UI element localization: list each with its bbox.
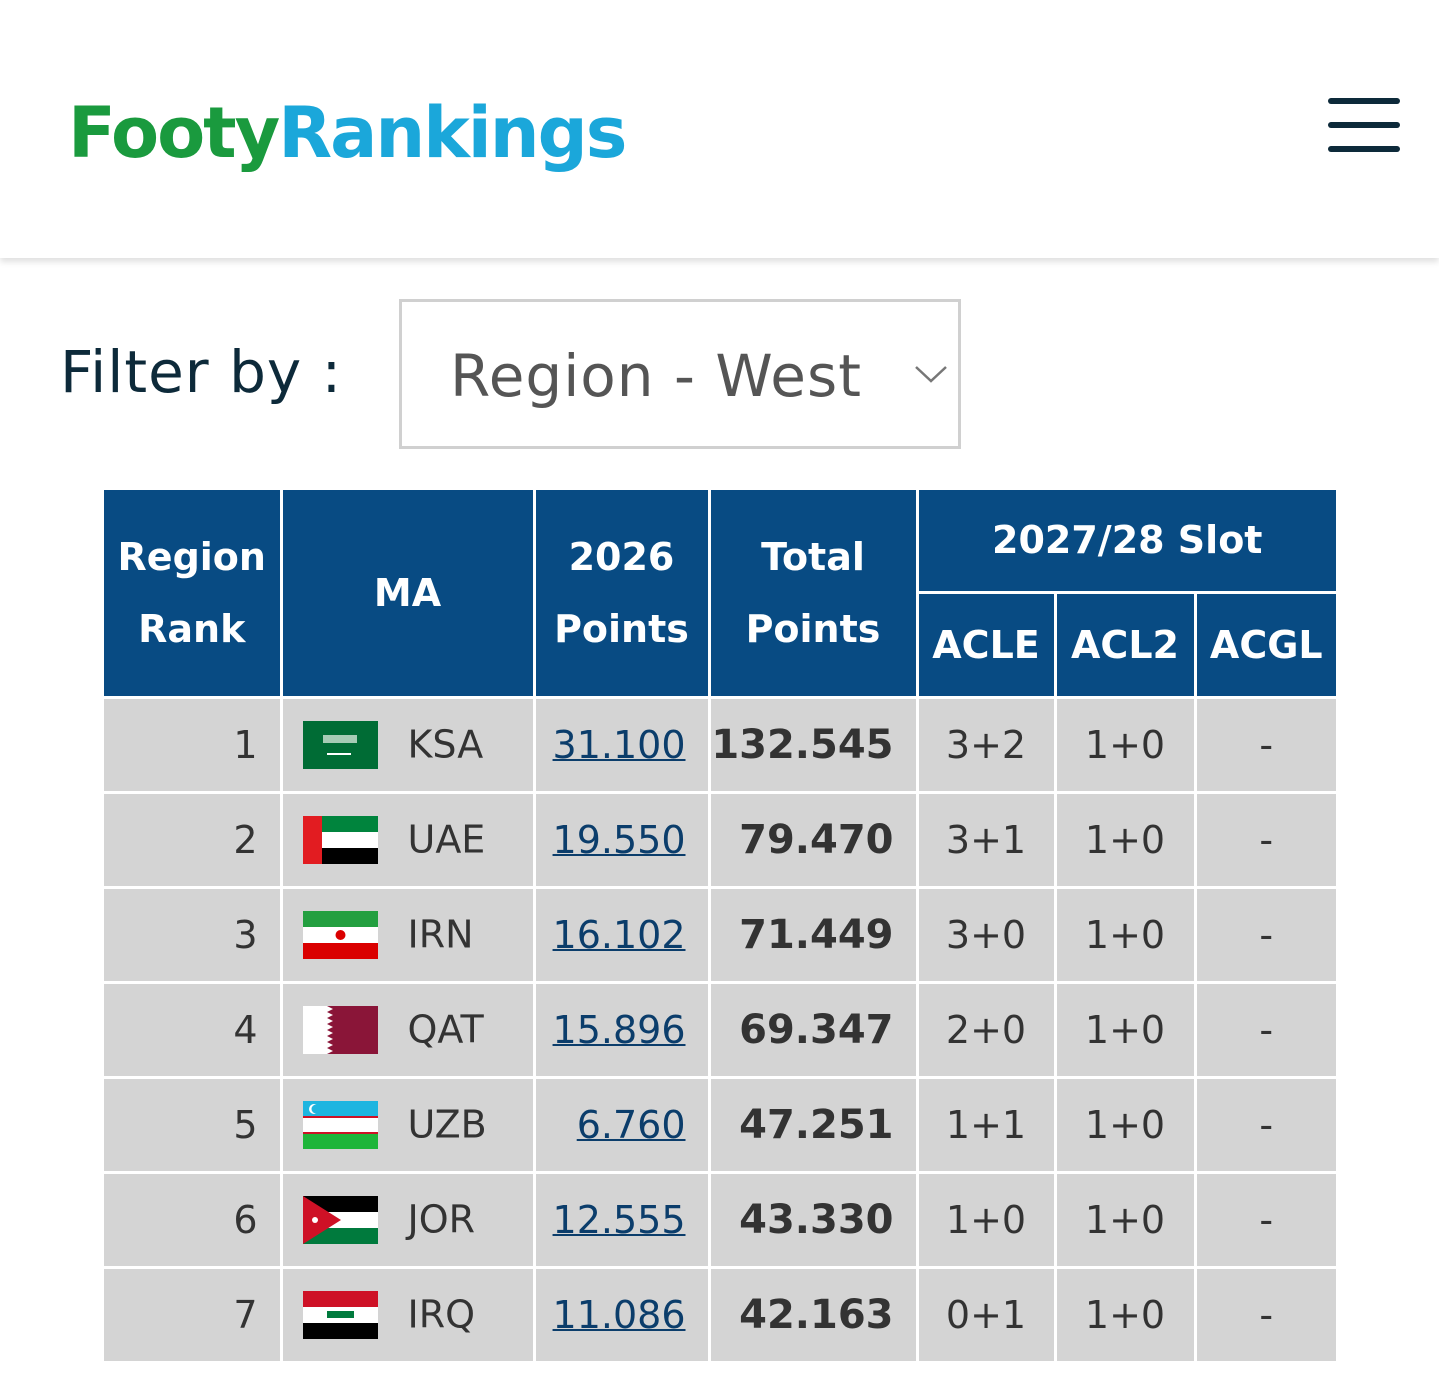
ma-code: JOR	[407, 1197, 476, 1242]
rank-cell: 7	[104, 1265, 283, 1364]
slot-cell: 3+2	[915, 695, 1057, 794]
slot-cell: 1+0	[915, 1170, 1057, 1269]
total-cell: 43.330	[707, 1170, 919, 1269]
slot-cell: 0+1	[915, 1265, 1057, 1364]
slot-cell: 1+0	[1053, 1075, 1197, 1174]
table-row: 6 JOR 12.555 43.330 1+0 1+0-	[104, 1170, 1337, 1269]
points-link[interactable]: 12.555	[552, 1197, 686, 1242]
header-cell: 2026 Points	[532, 490, 711, 699]
group-header: 2027/28 Slot	[915, 490, 1337, 594]
header-cell: Total Points	[707, 490, 919, 699]
points-cell: 15.896	[532, 980, 711, 1079]
rank-cell: 6	[104, 1170, 283, 1269]
total-cell: 69.347	[707, 980, 919, 1079]
points-cell: 31.100	[532, 695, 711, 794]
menu-button[interactable]	[1328, 98, 1400, 154]
total-cell: 71.449	[707, 885, 919, 984]
slot-cell: -	[1193, 790, 1337, 889]
slot-cell: 1+0	[1053, 790, 1197, 889]
points-link[interactable]: 11.086	[552, 1292, 686, 1337]
header-cell: ACGL	[1193, 590, 1337, 699]
ma-code: QAT	[407, 1007, 484, 1052]
ma-cell: UZB	[279, 1075, 536, 1174]
logo-left: Footy	[68, 92, 280, 174]
ma-code: UAE	[407, 817, 486, 862]
flag	[302, 1290, 378, 1339]
table-body: 1 KSA 31.100 132.545 3+2 1+0-2 UAE 19.550 79.470…	[104, 695, 1337, 1364]
rankings-table: Region Rank MA 2026 Points Total Points …	[104, 490, 1337, 1364]
slot-cell: -	[1193, 980, 1337, 1079]
slot-cell: -	[1193, 885, 1337, 984]
ma-code: UZB	[407, 1102, 487, 1147]
points-link[interactable]: 15.896	[552, 1007, 686, 1052]
ma-cell: IRQ	[279, 1265, 536, 1364]
total-cell: 79.470	[707, 790, 919, 889]
flag	[302, 1195, 378, 1244]
total-cell: 42.163	[707, 1265, 919, 1364]
flag	[302, 1100, 378, 1149]
table-row: 4 QAT 15.896 69.347 2+0 1+0-	[104, 980, 1337, 1079]
ma-cell: JOR	[279, 1170, 536, 1269]
flag	[302, 910, 378, 959]
header-cell: Region Rank	[104, 490, 283, 699]
slot-cell: -	[1193, 1075, 1337, 1174]
header-cell: ACL2	[1053, 590, 1197, 699]
points-cell: 11.086	[532, 1265, 711, 1364]
slot-cell: 1+0	[1053, 980, 1197, 1079]
rank-cell: 2	[104, 790, 283, 889]
slot-cell: -	[1193, 1265, 1337, 1364]
slot-cell: 3+1	[915, 790, 1057, 889]
points-cell: 19.550	[532, 790, 711, 889]
filter-label: Filter by :	[60, 338, 343, 406]
slot-cell: 1+0	[1053, 1170, 1197, 1269]
table-row: 2 UAE 19.550 79.470 3+1 1+0-	[104, 790, 1337, 889]
points-cell: 16.102	[532, 885, 711, 984]
points-link[interactable]: 31.100	[552, 722, 686, 767]
ma-code: IRQ	[407, 1292, 476, 1337]
total-cell: 47.251	[707, 1075, 919, 1174]
chevron	[915, 366, 947, 383]
points-cell: 12.555	[532, 1170, 711, 1269]
slot-cell: -	[1193, 695, 1337, 794]
flag	[302, 720, 378, 769]
logo-right: Rankings	[278, 92, 627, 174]
top-bar: FootyRankings	[0, 0, 1439, 258]
logo[interactable]: FootyRankings	[68, 92, 627, 174]
points-link[interactable]: 16.102	[552, 912, 686, 957]
table-row: 5 UZB 6.760 47.251 1+1 1+0-	[104, 1075, 1337, 1174]
slot-cell: 1+0	[1053, 695, 1197, 794]
slot-cell: 1+0	[1053, 885, 1197, 984]
ma-code: KSA	[407, 722, 484, 767]
select-value: Region - West	[450, 342, 862, 410]
ma-code: IRN	[407, 912, 474, 957]
ma-cell: IRN	[279, 885, 536, 984]
slot-cell: 1+1	[915, 1075, 1057, 1174]
rank-cell: 4	[104, 980, 283, 1079]
flag	[302, 815, 378, 864]
header-cell: MA	[279, 490, 536, 699]
slot-cell: -	[1193, 1170, 1337, 1269]
table-row: 3 IRN 16.102 71.449 3+0 1+0-	[104, 885, 1337, 984]
rank-cell: 5	[104, 1075, 283, 1174]
points-link[interactable]: 6.760	[576, 1102, 686, 1147]
header-cell: ACLE	[917, 590, 1057, 699]
flag	[302, 1005, 378, 1054]
table-row: 7 IRQ 11.086 42.163 0+1 1+0-	[104, 1265, 1337, 1364]
table-row: 1 KSA 31.100 132.545 3+2 1+0-	[104, 695, 1337, 794]
points-cell: 6.760	[532, 1075, 711, 1174]
ma-cell: UAE	[279, 790, 536, 889]
region-select[interactable]: Region - West	[399, 299, 961, 449]
ma-cell: KSA	[279, 695, 536, 794]
rank-cell: 3	[104, 885, 283, 984]
ma-cell: QAT	[279, 980, 536, 1079]
total-cell: 132.545	[707, 695, 919, 794]
slot-cell: 1+0	[1053, 1265, 1197, 1364]
points-link[interactable]: 19.550	[552, 817, 686, 862]
slot-cell: 2+0	[915, 980, 1057, 1079]
rank-cell: 1	[104, 695, 283, 794]
slot-cell: 3+0	[915, 885, 1057, 984]
